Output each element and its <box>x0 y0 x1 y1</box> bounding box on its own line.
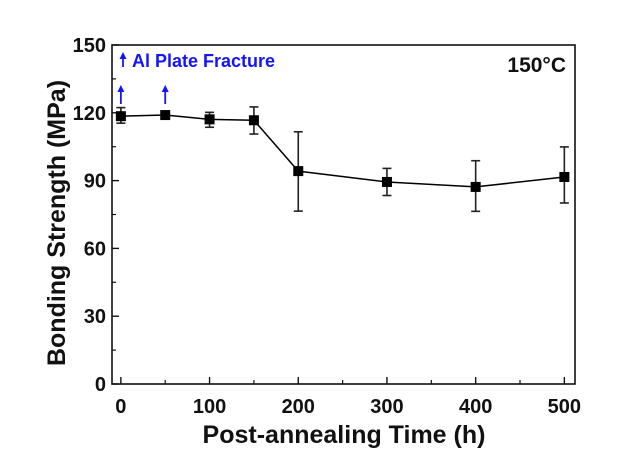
data-point-marker <box>248 115 259 126</box>
fracture-up-arrow-icon <box>161 85 169 104</box>
series-line-group <box>120 114 565 188</box>
y-axis-title: Bonding Strength (MPa) <box>43 80 71 366</box>
plot-frame <box>111 44 576 385</box>
x-axis-ticks: 0 100 200 300 400 500 <box>115 377 581 418</box>
y-tick-label: 0 <box>95 374 106 396</box>
arrow-head <box>161 85 169 92</box>
legend-label: Al Plate Fracture <box>132 51 275 71</box>
data-point-marker <box>115 111 126 122</box>
data-point-marker <box>293 166 304 177</box>
temperature-annotation: 150°C <box>507 54 566 77</box>
legend: Al Plate Fracture <box>119 51 275 71</box>
legend-up-arrow-icon <box>119 52 127 67</box>
fracture-arrows-group <box>117 85 169 104</box>
x-tick-label: 200 <box>282 396 315 418</box>
data-point-marker <box>204 114 215 125</box>
x-axis-title: Post-annealing Time (h) <box>203 421 486 449</box>
y-tick-label: 120 <box>73 103 106 125</box>
fracture-up-arrow-icon <box>117 85 125 104</box>
y-axis-ticks: 0 30 60 90 120 150 <box>73 35 119 396</box>
legend-arrow-shape <box>119 52 127 67</box>
y-tick-label: 30 <box>84 306 106 328</box>
plot-border <box>111 44 576 385</box>
y-tick-label: 150 <box>73 35 106 57</box>
y-tick-label: 90 <box>84 171 106 193</box>
arrow-head <box>117 85 125 92</box>
x-tick-label: 100 <box>193 396 226 418</box>
data-point-marker <box>381 176 392 187</box>
data-markers-group <box>115 110 570 192</box>
error-bars-group <box>116 106 569 213</box>
series-line <box>120 114 565 188</box>
x-tick-label: 300 <box>370 396 403 418</box>
data-point-marker <box>470 181 481 192</box>
arrow-head <box>119 52 127 59</box>
data-point-marker <box>160 110 171 121</box>
x-tick-label: 500 <box>548 396 581 418</box>
x-tick-label: 0 <box>115 396 126 418</box>
x-tick-label: 400 <box>459 396 492 418</box>
data-point-marker <box>559 171 570 182</box>
y-tick-label: 60 <box>84 238 106 260</box>
